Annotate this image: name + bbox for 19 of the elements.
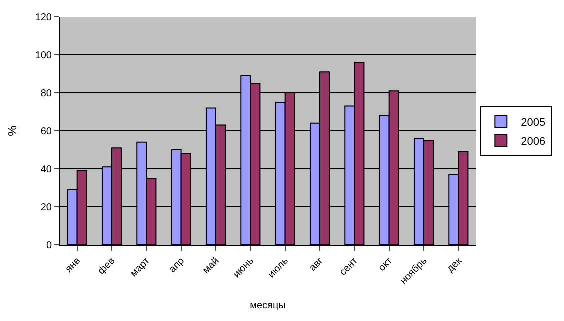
y-tick-label: 120 <box>35 12 52 24</box>
x-tick-label: окт <box>376 256 396 274</box>
legend-label: 2005 <box>521 116 546 129</box>
y-tick-label: 80 <box>40 88 52 100</box>
legend-label: 2006 <box>521 136 546 148</box>
x-axis-title: месяцы <box>250 300 286 312</box>
x-tick-label: авг <box>308 256 326 274</box>
y-tick-label: 20 <box>40 202 52 214</box>
y-tick-label: 100 <box>35 50 52 62</box>
x-tick-label: фев <box>96 256 118 278</box>
x-tick-label: дек <box>445 255 465 275</box>
x-tick-label: янв <box>64 256 83 276</box>
y-axis-title: % <box>6 125 20 136</box>
x-tick-label: май <box>201 256 222 276</box>
y-tick-label: 60 <box>40 126 52 138</box>
x-tick-label: апр <box>168 256 188 276</box>
y-tick-label: 0 <box>46 240 52 252</box>
y-tick-label: 40 <box>40 164 52 176</box>
x-tick-label: сент <box>338 256 361 278</box>
